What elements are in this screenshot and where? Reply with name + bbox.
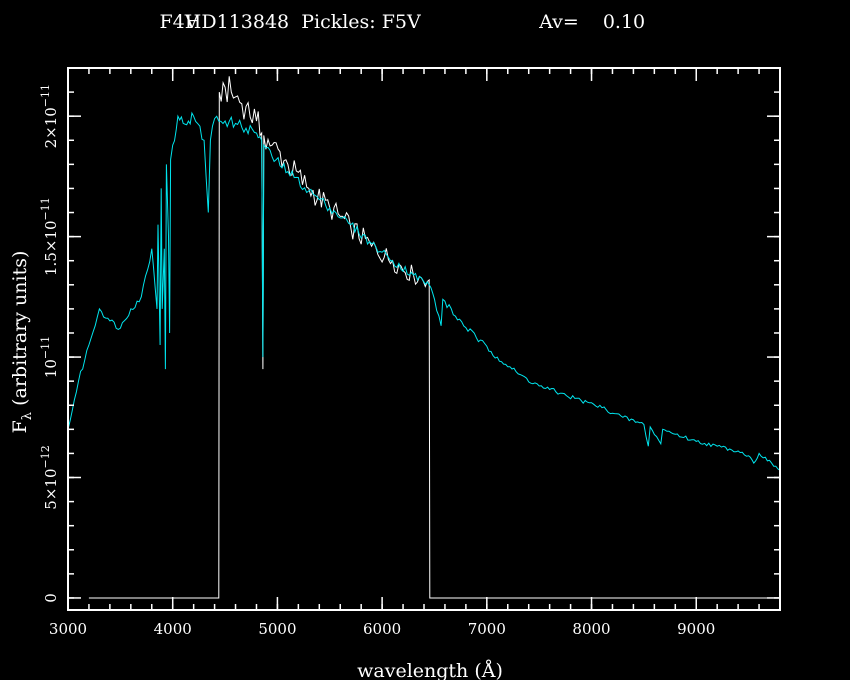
tick-labels-layer: 3000 4000 5000 6000 7000 8000 9000 0 5×10−12 10−1…	[39, 84, 715, 638]
x-tick-label: 5000	[258, 620, 296, 638]
y-tick-label: 10−11	[39, 336, 60, 378]
series-line	[67, 111, 781, 471]
x-tick-label: 8000	[572, 620, 610, 638]
y-axis-label-subscript: λ	[20, 412, 35, 420]
y-tick-label: 0	[42, 593, 60, 603]
y-tick-label: 2×10−11	[39, 84, 60, 148]
y-tick-label: 5×10−12	[39, 445, 60, 509]
series-layer	[67, 76, 781, 599]
plot-frame	[67, 67, 781, 611]
y-axis-label-symbol: F	[9, 420, 31, 433]
y-axis-label-text: (arbitrary units)	[9, 251, 31, 412]
x-tick-label: 3000	[49, 620, 87, 638]
y-tick-label: 1.5×10−11	[39, 197, 60, 276]
x-tick-label: 6000	[363, 620, 401, 638]
title-star-name: HD113848	[185, 11, 289, 33]
x-tick-label: 7000	[468, 620, 506, 638]
x-tick-label: 9000	[677, 620, 715, 638]
chart-title: F4V HD113848 Pickles: F5V Av= 0.10	[159, 11, 645, 33]
title-pickles-match: Pickles: F5V	[301, 11, 421, 33]
series-1	[88, 76, 780, 599]
y-axis-label: Fλ (arbitrary units)	[9, 251, 35, 434]
x-axis-label: wavelength (Å)	[357, 660, 503, 680]
title-av-label: Av=	[538, 11, 579, 33]
x-tick-label: 4000	[154, 620, 192, 638]
ticks-layer	[67, 67, 781, 610]
series-2	[67, 111, 781, 471]
title-av-value: 0.10	[603, 11, 645, 33]
series-line	[88, 76, 780, 599]
title-spectral-type: F4V	[159, 11, 198, 33]
